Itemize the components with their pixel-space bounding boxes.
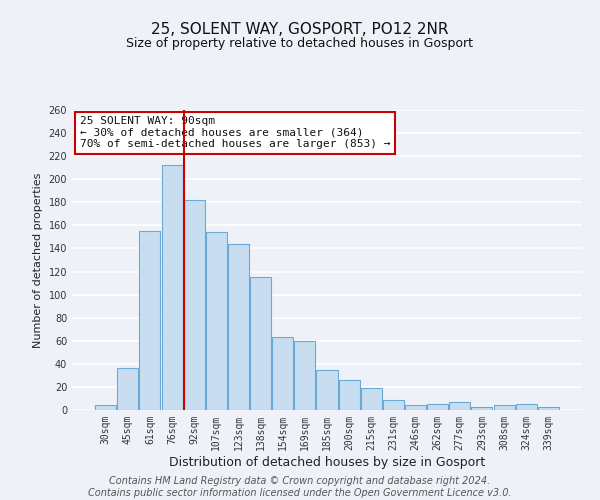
Bar <box>118 368 139 410</box>
Text: 25, SOLENT WAY, GOSPORT, PO12 2NR: 25, SOLENT WAY, GOSPORT, PO12 2NR <box>151 22 449 38</box>
Bar <box>427 404 448 410</box>
Bar <box>338 380 359 410</box>
Bar <box>494 406 515 410</box>
X-axis label: Distribution of detached houses by size in Gosport: Distribution of detached houses by size … <box>169 456 485 468</box>
Text: 25 SOLENT WAY: 90sqm
← 30% of detached houses are smaller (364)
70% of semi-deta: 25 SOLENT WAY: 90sqm ← 30% of detached h… <box>80 116 390 149</box>
Y-axis label: Number of detached properties: Number of detached properties <box>33 172 43 348</box>
Bar <box>228 244 249 410</box>
Text: Size of property relative to detached houses in Gosport: Size of property relative to detached ho… <box>127 38 473 51</box>
Bar <box>361 388 382 410</box>
Bar <box>250 278 271 410</box>
Bar <box>139 231 160 410</box>
Bar <box>206 232 227 410</box>
Bar <box>538 406 559 410</box>
Bar <box>515 404 536 410</box>
Bar <box>405 406 426 410</box>
Bar <box>472 406 493 410</box>
Text: Contains HM Land Registry data © Crown copyright and database right 2024.
Contai: Contains HM Land Registry data © Crown c… <box>88 476 512 498</box>
Bar <box>272 338 293 410</box>
Bar <box>295 341 316 410</box>
Bar <box>95 406 116 410</box>
Bar <box>316 370 338 410</box>
Bar <box>184 200 205 410</box>
Bar <box>449 402 470 410</box>
Bar <box>161 166 182 410</box>
Bar <box>383 400 404 410</box>
